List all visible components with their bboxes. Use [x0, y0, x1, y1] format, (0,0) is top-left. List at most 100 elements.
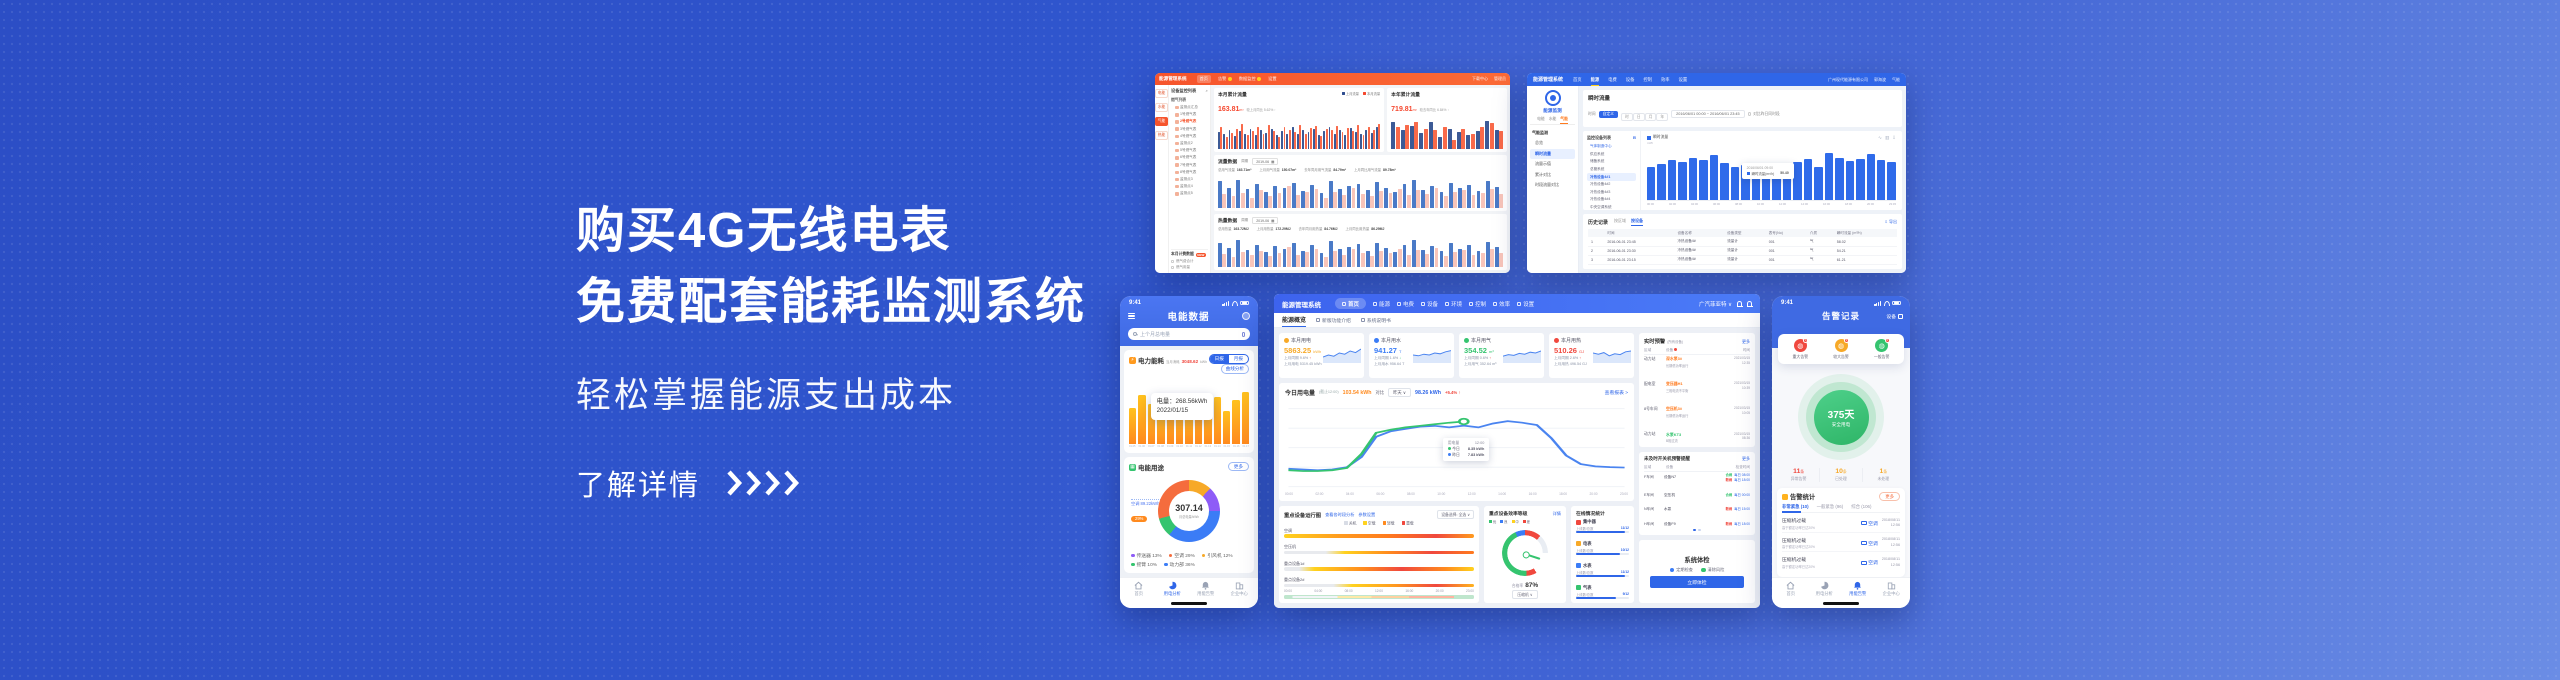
- ems-nav-item[interactable]: 设备: [1421, 300, 1438, 308]
- tree-item[interactable]: 1号燃气表: [1171, 111, 1208, 118]
- learn-more-link[interactable]: 了解详情: [576, 462, 1086, 504]
- alarm-more-button[interactable]: 更多: [1879, 492, 1900, 501]
- pagination-dots[interactable]: [1644, 528, 1750, 532]
- energy-tab[interactable]: 水能: [1548, 117, 1557, 121]
- ems-nav-item[interactable]: 效率: [1493, 300, 1510, 308]
- menu-item[interactable]: 累计对比: [1535, 171, 1551, 177]
- alarm-record-row[interactable]: 压缩机过载 高于额定功率已达20% 空调 2018/08/11 12:56: [1782, 535, 1900, 553]
- compare-select[interactable]: 昨天 ∨: [1388, 388, 1412, 397]
- flow-nav-item[interactable]: 能源: [1590, 73, 1599, 86]
- table-row[interactable]: 3 2016-06-01 23:15 冷热设备4# 流量计 001 气 61.21: [1588, 255, 1897, 266]
- bell-icon[interactable]: [1736, 301, 1743, 307]
- switch-alert-row[interactable]: E车间 空压机 合闸 每日 00:00: [1644, 493, 1750, 498]
- company-selector[interactable]: 广汽菲亚特 ∨: [1698, 301, 1732, 308]
- energy-tab[interactable]: 电能: [1537, 117, 1545, 121]
- energy-type-item[interactable]: 热能: [1155, 131, 1168, 140]
- ems-nav-item[interactable]: 设置: [1517, 300, 1534, 308]
- flow-nav-item[interactable]: 效率: [1660, 76, 1670, 82]
- gas-nav-item[interactable]: 数据监控: [1239, 75, 1262, 83]
- health-check-button[interactable]: 立即体检: [1650, 576, 1744, 589]
- alert-row[interactable]: 8号车间 空压机3# 长期低功率运行 2021/03/15 10:05: [1644, 406, 1750, 418]
- unit-button[interactable]: 日: [1632, 113, 1645, 121]
- mic-icon[interactable]: [1241, 331, 1245, 337]
- alarm-stat-tab[interactable]: 一般紧急 (96): [1816, 504, 1844, 509]
- tree-item[interactable]: 5号燃气表: [1171, 147, 1208, 154]
- alerts-more-link[interactable]: 更多: [1742, 339, 1750, 344]
- ems-nav-item[interactable]: 电费: [1397, 300, 1414, 308]
- device-filter-button[interactable]: 设备: [1886, 313, 1903, 320]
- notification-icon[interactable]: [1746, 301, 1753, 307]
- date-range-input[interactable]: 2016/06/01 00:00 ~ 2016/06/01 23:45: [1671, 110, 1745, 118]
- device-tree-item[interactable]: 冷热设备4#1: [1587, 173, 1636, 181]
- energy-type-item[interactable]: 水能: [1155, 103, 1168, 112]
- energy-type-item[interactable]: 气能: [1155, 117, 1168, 126]
- tree-item[interactable]: 8号燃气表: [1171, 169, 1208, 176]
- alarm-level[interactable]: ◍ 1 重大告警: [1780, 337, 1821, 360]
- gas-heat-date-picker[interactable]: 2019-06 ▦: [1252, 217, 1279, 224]
- tab-org[interactable]: 企业中心: [1223, 581, 1257, 597]
- flow-nav-item[interactable]: 电费: [1608, 76, 1617, 82]
- switch-alert-row[interactable]: F车间 设备N7 合闸 每日 08:00 断闸 每日 18:00: [1644, 473, 1750, 483]
- device-tree-item[interactable]: 冷热设备4#3: [1590, 189, 1611, 194]
- tree-item[interactable]: 3号燃气表: [1171, 126, 1208, 133]
- tab-energy-overview[interactable]: 能源概览: [1282, 313, 1307, 327]
- param-settings-link[interactable]: 参数设置: [1358, 511, 1376, 517]
- alarm-level[interactable]: ◍ 3 较大告警: [1821, 337, 1862, 360]
- new-features-link[interactable]: 新版功能介绍: [1316, 317, 1351, 324]
- switch-alert-row[interactable]: N车间 水泵 断闸 每日 15:00: [1644, 507, 1750, 512]
- download-icon[interactable]: ⇩: [1892, 135, 1896, 140]
- gas-nav-item[interactable]: 告警: [1218, 75, 1232, 83]
- tree-item[interactable]: 监测点5: [1171, 190, 1208, 197]
- alarm-record-row[interactable]: 压缩机过载 高于额定功率已达20% 空调 2018/08/11 12:56: [1782, 515, 1900, 533]
- tab-home[interactable]: 首页: [1122, 581, 1156, 597]
- alarm-level[interactable]: ◍ 4 一般告警: [1861, 337, 1902, 360]
- history-tab[interactable]: 按区域: [1614, 218, 1627, 224]
- flow-header-right-item[interactable]: 广州现代能源有限公司: [1828, 76, 1868, 82]
- search-input[interactable]: 上个月总电量: [1128, 328, 1250, 340]
- compressor-select[interactable]: 压缩机 ∨: [1512, 590, 1538, 599]
- gas-header-right-item[interactable]: 管理员: [1494, 76, 1506, 81]
- view-report-link[interactable]: 查看报表 >: [1604, 391, 1628, 396]
- ems-nav-item[interactable]: 能源: [1373, 300, 1390, 308]
- alarm-record-row[interactable]: 压缩机过载 高于额定功率已达20% 空调 2018/08/11 12:56: [1782, 554, 1900, 571]
- search-icon[interactable]: ⌕: [1205, 88, 1208, 93]
- custom-range-button[interactable]: 自定义: [1598, 110, 1618, 118]
- history-tab[interactable]: 按设备: [1631, 218, 1644, 227]
- switch-alert-row[interactable]: H车间 设备F9 断闸 每日 18:00: [1644, 522, 1750, 527]
- tree-item[interactable]: 6号燃气表: [1171, 154, 1208, 161]
- flow-nav-item[interactable]: 设备: [1625, 76, 1635, 82]
- flow-nav-item[interactable]: 控制: [1643, 76, 1652, 82]
- tab-bell[interactable]: 用能告警: [1841, 581, 1875, 597]
- tab-home[interactable]: 首页: [1774, 581, 1808, 597]
- report-tab[interactable]: 月报: [1233, 356, 1243, 361]
- tree-item[interactable]: 监测点4: [1171, 183, 1208, 190]
- flow-header-right-item[interactable]: 郭海波: [1874, 76, 1886, 82]
- bar-chart-icon[interactable]: ▥: [1884, 135, 1890, 140]
- report-tab[interactable]: 日报: [1209, 355, 1229, 363]
- device-tree-item[interactable]: 冷热设备4#2: [1590, 182, 1611, 187]
- tab-bell[interactable]: 用能告警: [1189, 581, 1223, 597]
- efficiency-detail-link[interactable]: 详情: [1552, 510, 1561, 516]
- tree-item[interactable]: 监测点汇总: [1171, 104, 1208, 111]
- device-tree-item[interactable]: 供应系统: [1590, 151, 1605, 156]
- gas-header-right-item[interactable]: 下载中心: [1472, 76, 1488, 81]
- menu-item[interactable]: 流量示值: [1535, 161, 1551, 166]
- menu-item[interactable]: 时段流量对比: [1535, 182, 1559, 187]
- alert-row[interactable]: 动力站 深水泵3# 长期低功率运行 2021/03/15 12:35: [1644, 356, 1750, 368]
- menu-item[interactable]: 总览: [1535, 140, 1543, 145]
- gas-nav-item[interactable]: 首页: [1196, 75, 1211, 83]
- period-analysis-link[interactable]: 查看各时段分析: [1325, 511, 1355, 517]
- flow-nav-item[interactable]: 设置: [1678, 76, 1688, 82]
- device-tree-item[interactable]: 总管系统: [1590, 167, 1605, 172]
- curve-analysis-button[interactable]: 曲线分析: [1220, 364, 1249, 374]
- tree-item[interactable]: 监测点3: [1171, 176, 1208, 183]
- menu-item[interactable]: 气能监测: [1532, 129, 1548, 135]
- table-row[interactable]: 1 2016-06-01 23:45 冷热设备4# 流量计 001 气 58.02: [1588, 237, 1897, 247]
- tree-item[interactable]: 2号燃气表: [1171, 118, 1208, 125]
- more-button[interactable]: 更多: [1227, 462, 1249, 472]
- gas-flow-date-picker[interactable]: 2019-06 ▦: [1252, 158, 1279, 165]
- tree-item[interactable]: 4号燃气表: [1171, 133, 1208, 140]
- unit-button[interactable]: 时: [1620, 113, 1633, 121]
- device-tree-item[interactable]: 冷热设备4#4: [1590, 197, 1611, 202]
- checkbox-item[interactable]: 燃气用量: [1171, 265, 1208, 270]
